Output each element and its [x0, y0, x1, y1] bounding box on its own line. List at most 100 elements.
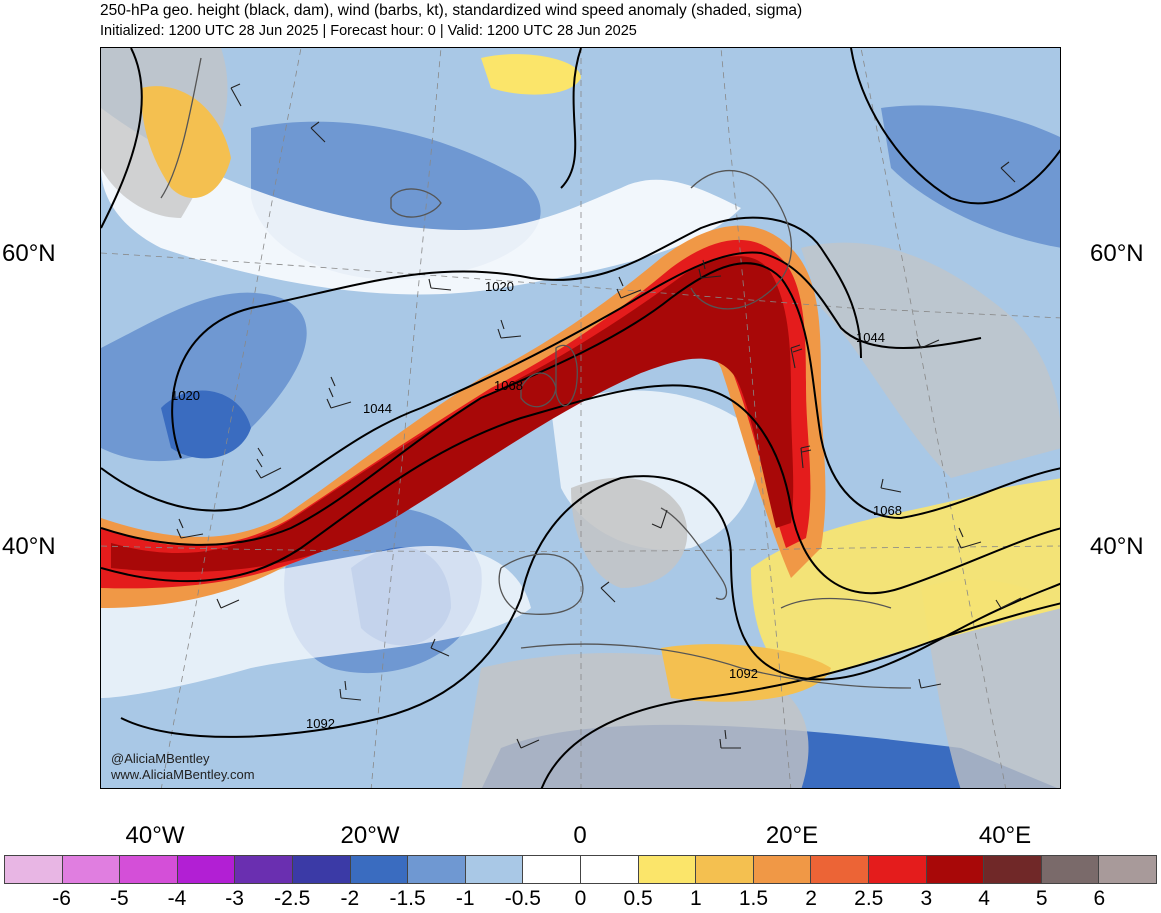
colorbar — [4, 855, 1157, 884]
wind-barb — [1000, 161, 1016, 183]
credit-handle: @AliciaMBentley — [111, 751, 210, 766]
contour-label-1020b: 1020 — [171, 388, 200, 403]
contour-labels: 1020 1020 1044 1044 1068 1068 1092 1092 — [171, 279, 902, 731]
colorbar-swatch — [868, 856, 927, 883]
colorbar-tick-label: 4 — [978, 887, 990, 910]
anomaly-jet-core — [111, 256, 794, 572]
colorbar-swatch — [638, 856, 697, 883]
colorbar-swatch — [1041, 856, 1100, 883]
contour-1092-north — [101, 384, 1060, 595]
contour-1092-south — [120, 475, 1060, 738]
coast-italy — [660, 507, 728, 600]
wind-barb — [880, 478, 902, 493]
colorbar-tick-label: 0 — [574, 887, 587, 910]
contour-label-1020a: 1020 — [485, 279, 514, 294]
anomaly-dark-blue-west — [161, 390, 251, 459]
map-panel: 1020 1020 1044 1044 1068 1068 1092 1092 … — [100, 47, 1061, 789]
wind-barb — [516, 738, 540, 749]
wind-barb — [428, 278, 452, 291]
contour-1020-main — [171, 216, 862, 459]
land-grey-east-europe — [801, 242, 1060, 478]
wind-barbs — [176, 83, 1022, 749]
colorbar-tick-label: 2.5 — [854, 887, 884, 910]
map-subtitle: Initialized: 1200 UTC 28 Jun 2025 | Fore… — [100, 23, 637, 39]
colorbar-tick-label: 1 — [689, 887, 702, 910]
wind-barb — [430, 638, 450, 657]
wind-barb — [995, 597, 1022, 609]
lon-label-40w: 40°W — [125, 822, 185, 849]
coastlines — [160, 57, 912, 689]
wind-barb — [698, 259, 722, 279]
land-grey-france — [571, 477, 688, 588]
contour-label-1092b: 1092 — [306, 716, 335, 731]
colorbar-tick-label: -5 — [109, 887, 129, 910]
lon-label-20e: 20°E — [765, 822, 819, 849]
colorbar-swatch — [984, 856, 1042, 883]
colorbar-swatch — [235, 856, 293, 883]
contour-label-1068b: 1068 — [873, 503, 902, 518]
credit-site: www.AliciaMBentley.com — [111, 767, 255, 782]
colorbar-swatch — [120, 856, 178, 883]
wind-barb — [956, 527, 982, 549]
wind-barb — [230, 83, 242, 107]
colorbar-tick-label: 3 — [920, 887, 933, 910]
map-canvas: 1020 1020 1044 1044 1068 1068 1092 1092 — [101, 48, 1060, 788]
anomaly-yellow-east — [751, 478, 1060, 680]
wind-barb — [216, 598, 240, 609]
colorbar-tick-label: -0.5 — [504, 887, 541, 910]
colorbar-swatch — [580, 856, 639, 883]
wind-barb — [719, 729, 741, 749]
colorbar-swatch — [177, 856, 236, 883]
coast-north-africa — [520, 643, 912, 689]
colorbar-tick-label: 2 — [805, 887, 817, 910]
anomaly-blue-west — [101, 292, 307, 462]
wind-barb — [918, 678, 942, 689]
anomaly-orange-med — [661, 644, 831, 702]
anomaly-yellow-north — [481, 54, 581, 95]
colorbar-tick-label: -4 — [167, 887, 187, 910]
contour-1044 — [101, 251, 982, 512]
coast-black-sea — [780, 597, 892, 609]
lon-label-0: 0 — [573, 822, 587, 849]
lat-label-60-left: 60°N — [2, 240, 56, 267]
coast-greenland — [160, 57, 202, 199]
contour-northeast — [850, 48, 1060, 205]
colorbar-swatch — [465, 856, 524, 883]
colorbar-swatch — [926, 856, 985, 883]
colorbar-swatch — [753, 856, 812, 883]
lon-label-20w: 20°W — [340, 822, 400, 849]
colorbar-swatch — [1099, 856, 1156, 883]
contour-label-1092a: 1092 — [729, 666, 758, 681]
wind-barb — [339, 680, 362, 701]
contour-label-1068a: 1068 — [494, 378, 523, 393]
contour-north — [560, 48, 582, 189]
lat-label-40-right: 40°N — [1090, 533, 1144, 560]
lat-label-40-left: 40°N — [2, 533, 56, 560]
contour-label-1044b: 1044 — [856, 330, 885, 345]
wind-barb — [326, 376, 352, 409]
lon-label-40e: 40°E — [978, 822, 1032, 849]
coast-scandinavia — [690, 169, 793, 310]
wind-barb — [310, 121, 326, 143]
wind-barb — [176, 518, 204, 539]
wind-barb — [600, 581, 616, 603]
colorbar-swatch — [62, 856, 121, 883]
colorbar-tick-label: -3 — [225, 887, 244, 910]
colorbar-swatch — [811, 856, 869, 883]
lat-label-60-right: 60°N — [1090, 240, 1144, 267]
graticule — [101, 48, 1060, 788]
colorbar-tick-label: -2 — [340, 887, 360, 910]
colorbar-swatch — [523, 856, 581, 883]
contour-1020-west — [101, 48, 143, 229]
colorbar-tick-label: 5 — [1035, 887, 1048, 910]
coast-iceland — [390, 188, 442, 218]
wind-barb — [616, 276, 642, 299]
colorbar-swatch — [292, 856, 351, 883]
anomaly-orange-greenland — [141, 86, 231, 198]
wind-barb — [790, 344, 803, 369]
colorbar-tick-label: 0.5 — [623, 887, 653, 910]
wind-barb — [916, 338, 940, 349]
colorbar-swatch — [408, 856, 466, 883]
wind-barb — [800, 445, 812, 469]
map-title: 250-hPa geo. height (black, dam), wind (… — [100, 2, 803, 19]
